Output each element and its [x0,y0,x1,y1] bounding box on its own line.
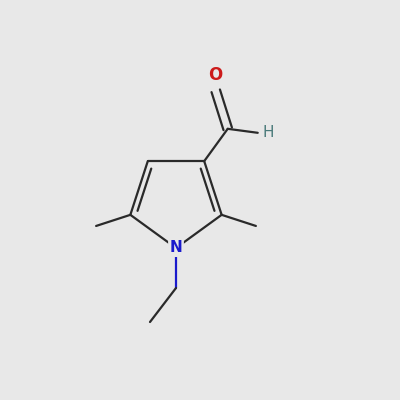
Text: N: N [170,240,182,256]
Text: H: H [262,125,274,140]
Text: O: O [209,66,223,84]
